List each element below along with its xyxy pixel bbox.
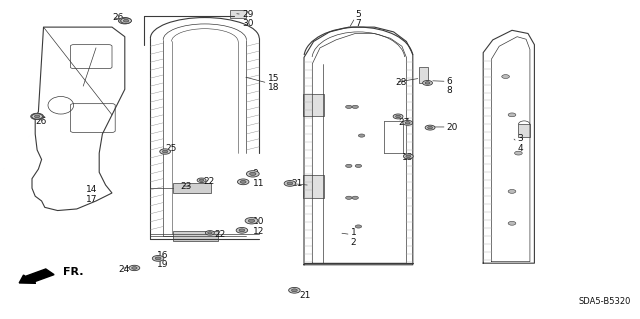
Circle shape — [35, 115, 40, 118]
Circle shape — [428, 126, 433, 129]
Text: 22: 22 — [204, 177, 215, 186]
Circle shape — [346, 105, 352, 108]
Circle shape — [406, 155, 411, 158]
Text: 17: 17 — [86, 195, 98, 204]
Circle shape — [287, 182, 293, 185]
Text: FR.: FR. — [63, 267, 83, 277]
Circle shape — [160, 149, 170, 154]
Circle shape — [129, 265, 140, 271]
Circle shape — [205, 231, 214, 235]
Circle shape — [155, 257, 161, 260]
Text: SDA5-B5320: SDA5-B5320 — [578, 297, 630, 306]
Bar — [230, 10, 246, 18]
Circle shape — [246, 171, 259, 177]
Circle shape — [163, 150, 168, 153]
Text: 24: 24 — [118, 265, 130, 274]
Text: 15: 15 — [268, 74, 279, 83]
Circle shape — [200, 179, 204, 181]
Circle shape — [515, 151, 522, 155]
Circle shape — [508, 113, 516, 117]
Circle shape — [124, 19, 129, 22]
Text: 7: 7 — [355, 19, 361, 28]
Circle shape — [241, 181, 246, 183]
Circle shape — [355, 164, 362, 167]
Text: 28: 28 — [396, 78, 407, 87]
Circle shape — [352, 196, 358, 199]
Text: 21: 21 — [300, 291, 311, 300]
Text: 5: 5 — [355, 10, 361, 19]
Text: 1: 1 — [351, 228, 356, 237]
Text: 18: 18 — [268, 83, 279, 92]
Circle shape — [403, 120, 413, 125]
Text: 22: 22 — [214, 230, 226, 239]
Text: 13: 13 — [402, 153, 413, 162]
Text: 8: 8 — [447, 86, 452, 95]
Text: 30: 30 — [242, 19, 253, 28]
Text: 21: 21 — [291, 179, 303, 188]
Circle shape — [403, 154, 413, 159]
Circle shape — [502, 75, 509, 78]
Circle shape — [152, 256, 164, 261]
Circle shape — [132, 267, 137, 269]
Circle shape — [393, 114, 403, 119]
Bar — [303, 175, 324, 198]
Text: 25: 25 — [165, 144, 177, 153]
Text: 12: 12 — [253, 227, 264, 236]
Circle shape — [425, 125, 435, 130]
Circle shape — [284, 181, 296, 186]
Polygon shape — [173, 183, 211, 193]
Circle shape — [250, 172, 256, 175]
Text: 20: 20 — [447, 123, 458, 132]
Text: 9: 9 — [253, 169, 259, 178]
Circle shape — [248, 219, 255, 222]
Text: 19: 19 — [157, 260, 168, 269]
Circle shape — [405, 122, 410, 124]
Text: 6: 6 — [447, 77, 452, 86]
Text: 10: 10 — [253, 217, 264, 226]
Text: 4: 4 — [517, 144, 523, 153]
FancyArrow shape — [19, 269, 54, 283]
Circle shape — [355, 225, 362, 228]
Text: 14: 14 — [86, 185, 98, 194]
Text: 29: 29 — [242, 10, 253, 19]
Circle shape — [237, 179, 249, 185]
Text: 23: 23 — [180, 182, 192, 191]
Circle shape — [346, 164, 352, 167]
Text: 11: 11 — [253, 179, 264, 188]
Circle shape — [32, 114, 42, 119]
Text: 2: 2 — [351, 238, 356, 247]
Circle shape — [508, 189, 516, 193]
Circle shape — [236, 227, 248, 233]
Circle shape — [121, 18, 131, 23]
Circle shape — [239, 229, 245, 232]
Text: 26: 26 — [112, 13, 124, 22]
Circle shape — [118, 18, 131, 24]
Circle shape — [245, 218, 258, 224]
Bar — [518, 124, 530, 137]
Circle shape — [207, 232, 212, 234]
Polygon shape — [173, 231, 218, 241]
Bar — [303, 94, 324, 116]
Text: 3: 3 — [517, 134, 523, 143]
Circle shape — [422, 80, 433, 85]
Circle shape — [358, 134, 365, 137]
Text: 27: 27 — [398, 118, 410, 127]
Circle shape — [289, 287, 300, 293]
Bar — [419, 67, 428, 83]
Circle shape — [31, 113, 44, 120]
Circle shape — [396, 115, 401, 118]
Circle shape — [346, 196, 352, 199]
Circle shape — [197, 178, 206, 182]
Circle shape — [292, 289, 298, 292]
Circle shape — [508, 221, 516, 225]
Text: 26: 26 — [35, 117, 47, 126]
Text: 16: 16 — [157, 251, 168, 260]
Circle shape — [425, 82, 430, 84]
Circle shape — [352, 105, 358, 108]
